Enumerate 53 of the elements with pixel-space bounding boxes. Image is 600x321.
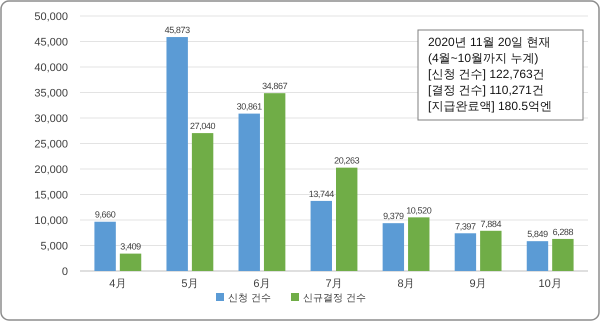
x-tick-label: 8月 — [397, 278, 415, 290]
bar — [408, 217, 430, 271]
y-tick-label: 30,000 — [34, 113, 68, 125]
y-tick-label: 5,000 — [40, 240, 68, 252]
data-label: 5,849 — [527, 229, 548, 240]
data-label: 3,409 — [120, 242, 142, 252]
data-label: 9,379 — [383, 211, 404, 222]
legend-label: 신청 건수 — [228, 293, 271, 304]
bar — [454, 233, 476, 271]
y-tick-label: 20,000 — [34, 164, 68, 176]
x-tick-label: 10月 — [538, 278, 562, 290]
y-tick-label: 50,000 — [34, 11, 68, 23]
y-tick-label: 25,000 — [34, 138, 68, 150]
x-tick-label: 6月 — [253, 278, 271, 290]
y-tick-label: 40,000 — [34, 62, 68, 74]
bar — [94, 222, 116, 271]
annotation: (4월~10월까지 누계) — [428, 51, 538, 65]
data-label: 9,660 — [94, 210, 116, 220]
data-label: 30,861 — [236, 102, 262, 112]
bar — [552, 238, 574, 271]
annotation: [신청 건수] 122,763건 — [428, 67, 545, 81]
data-label: 7,397 — [455, 221, 476, 232]
bar — [480, 230, 502, 271]
y-tick-label: 15,000 — [34, 190, 68, 202]
annotation: 2020년 11월 20일 현재 — [428, 35, 551, 49]
data-label: 20,263 — [334, 156, 360, 166]
bar — [166, 37, 188, 271]
data-label: 10,520 — [406, 205, 432, 216]
data-label: 45,873 — [164, 25, 190, 36]
data-label: 6,288 — [552, 226, 574, 237]
x-tick-label: 7月 — [325, 278, 343, 290]
data-label: 13,744 — [308, 188, 334, 199]
x-tick-label: 5月 — [181, 278, 198, 290]
bar — [310, 200, 332, 271]
bar — [120, 254, 142, 271]
bar — [238, 114, 260, 271]
x-tick-label: 9月 — [470, 278, 487, 290]
legend-label: 신규결정 건수 — [303, 293, 366, 304]
annotation: [결정 건수] 110,271건 — [428, 83, 544, 97]
bar — [192, 133, 214, 271]
bar — [264, 93, 286, 271]
y-tick-label: 45,000 — [34, 36, 68, 48]
bar — [382, 223, 404, 271]
x-tick-label: 4月 — [109, 278, 126, 290]
bar — [336, 168, 358, 271]
y-tick-label: 0 — [62, 266, 68, 278]
y-tick-label: 35,000 — [34, 88, 68, 100]
annotation: [지급완료액] 180.5억엔 — [428, 99, 552, 113]
data-label: 34,867 — [262, 81, 288, 92]
y-tick-label: 10,000 — [34, 215, 68, 227]
data-label: 7,884 — [480, 218, 502, 229]
bar — [526, 241, 548, 271]
data-label: 27,040 — [190, 121, 216, 132]
